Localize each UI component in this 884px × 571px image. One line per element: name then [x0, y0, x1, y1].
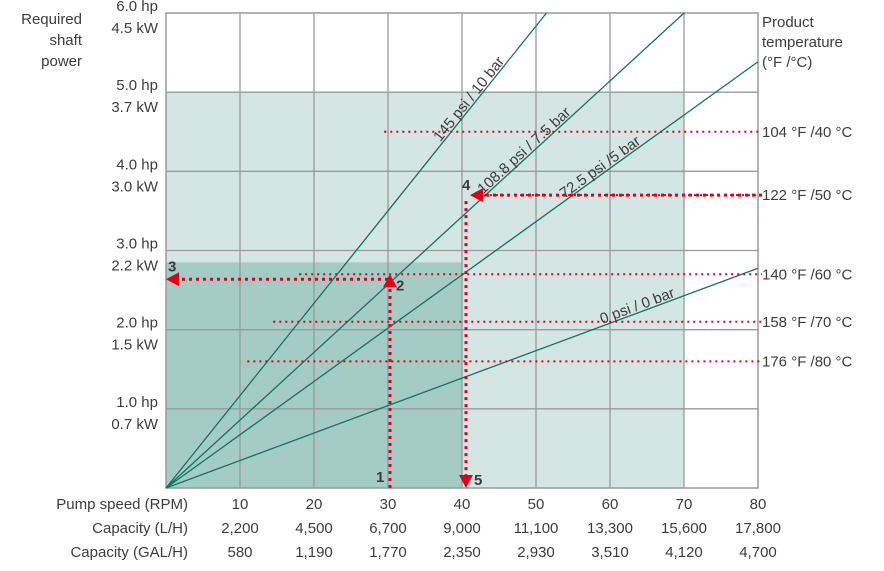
x-tick-label: 1,770: [369, 544, 407, 561]
x-tick-label: 9,000: [443, 520, 481, 537]
y-axis-title-line: Required: [21, 11, 82, 28]
y-tick-hp: 2.0 hp: [116, 315, 158, 332]
example-step-number: 5: [474, 472, 482, 489]
x-tick-label: 40: [454, 496, 471, 513]
x-tick-label: 15,600: [661, 520, 707, 537]
x-tick-label: 80: [750, 496, 767, 513]
example-step-number: 1: [376, 469, 384, 486]
x-tick-label: 580: [227, 544, 252, 561]
x-tick-label: 13,300: [587, 520, 633, 537]
example-arrow-4: [470, 188, 483, 203]
y-tick-kw: 4.5 kW: [111, 20, 159, 37]
y-tick-kw: 0.7 kW: [111, 416, 159, 433]
x-tick-label: 50: [528, 496, 545, 513]
y-tick-kw: 2.2 kW: [111, 258, 159, 275]
series-line: [165, 12, 685, 489]
example-step-number: 4: [462, 177, 471, 194]
x-tick-label: 3,510: [591, 544, 629, 561]
x-tick-label: 4,120: [665, 544, 703, 561]
x-tick-label: 20: [306, 496, 323, 513]
x-tick-label: 70: [676, 496, 693, 513]
x-tick-label: 60: [602, 496, 619, 513]
y-tick-kw: 3.0 kW: [111, 178, 159, 195]
x-axis-row-label: Pump speed (RPM): [56, 496, 188, 513]
y-tick-kw: 1.5 kW: [111, 337, 159, 354]
temperature-label: 140 °F /60 °C: [762, 266, 853, 283]
example-step-number: 3: [168, 258, 176, 275]
plot-frame: [165, 12, 759, 489]
x-tick-label: 11,100: [514, 520, 559, 537]
y-tick-hp: 6.0 hp: [116, 0, 158, 15]
example-arrow-5: [459, 475, 473, 488]
y-tick-hp: 4.0 hp: [116, 156, 158, 173]
x-tick-label: 4,700: [739, 544, 777, 561]
y-tick-hp: 3.0 hp: [116, 236, 158, 253]
example-arrow-2: [383, 274, 397, 288]
temperature-label: 158 °F /70 °C: [762, 314, 853, 331]
series-line: [165, 12, 547, 489]
right-axis-title-line: Product: [762, 14, 815, 31]
temperature-label: 176 °F /80 °C: [762, 353, 853, 370]
x-axis-row-label: Capacity (GAL/H): [70, 544, 188, 561]
example-arrow-3: [166, 272, 179, 287]
y-axis-title-line: power: [41, 53, 82, 70]
y-axis-title-line: shaft: [49, 32, 82, 49]
right-axis-title-line: temperature: [762, 34, 843, 51]
x-tick-label: 6,700: [369, 520, 407, 537]
x-tick-label: 4,500: [295, 520, 333, 537]
x-tick-label: 17,800: [735, 520, 781, 537]
x-tick-label: 10: [232, 496, 249, 513]
temperature-label: 104 °F /40 °C: [762, 124, 853, 141]
x-tick-label: 2,200: [221, 520, 259, 537]
temperature-label: 122 °F /50 °C: [762, 187, 853, 204]
y-tick-hp: 5.0 hp: [116, 77, 158, 94]
x-tick-label: 1,190: [295, 544, 333, 561]
right-axis-title-line: (°F /°C): [762, 54, 812, 71]
y-tick-kw: 3.7 kW: [111, 99, 159, 116]
x-axis-row-label: Capacity (L/H): [92, 520, 188, 537]
example-step-number: 2: [396, 277, 404, 294]
series-line: [165, 267, 759, 489]
x-tick-label: 2,930: [517, 544, 555, 561]
y-tick-hp: 1.0 hp: [116, 394, 158, 411]
x-tick-label: 2,350: [443, 544, 481, 561]
x-tick-label: 30: [380, 496, 397, 513]
